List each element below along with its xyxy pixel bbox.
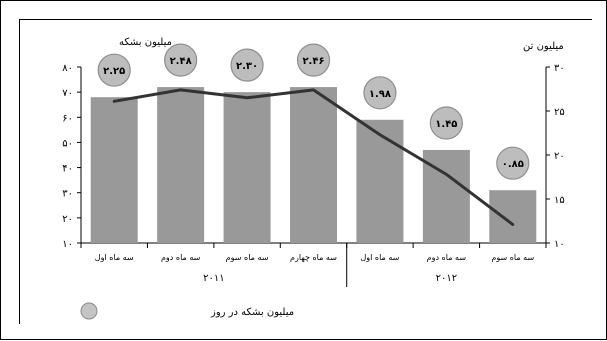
right-tick-label: ۱۵ [554,195,565,206]
left-tick-label: ۸۰ [62,63,73,74]
legend-bubble-icon [80,302,98,320]
value-bubble [230,48,264,82]
legend-label: میلیون بشکه در روز [210,307,294,318]
bar [157,87,205,243]
left-tick-label: ۳۰ [62,189,73,200]
value-bubble-label: ۱.۹۸ [369,89,391,100]
left-tick-label: ۴۰ [62,164,73,175]
value-bubble-label: ۲.۴۸ [170,56,192,67]
bar [223,92,271,244]
value-bubble-label: ۱.۴۵ [435,119,457,130]
right-tick-label: ۳۰ [554,63,565,74]
value-bubble [97,53,131,87]
bar [489,190,537,243]
bar [290,87,337,243]
value-bubble [363,76,397,110]
line-group [112,88,515,227]
legend: میلیون بشکه در روز [80,302,294,320]
left-tick-label: ۲۰ [62,214,73,225]
category-label: سه ماه اول [360,253,399,262]
category-label: سه ماه سوم [491,253,534,262]
value-bubble-label: ۰.۸۵ [502,159,524,170]
value-bubble [429,106,463,140]
chart-panel [19,19,592,324]
category-label: سه ماه دوم [161,253,201,262]
line-series [112,88,515,227]
bubbles-group: ۲.۲۵ ۲.۴۸ ۲.۳۰ ۲.۴۶ ۱.۹۸ ۱.۴۵ ۰.۸۵ [97,43,530,180]
category-label: سه ماه اول [95,253,134,262]
bars-group [90,87,537,244]
value-bubble [296,43,331,77]
category-label: سه ماه چهارم [290,253,337,262]
value-bubble-label: ۲.۲۵ [103,66,125,77]
category-label: سه ماه سوم [226,253,269,262]
year-group-label: ۲۰۱۱ [203,273,224,284]
right-tick-label: ۲۰ [554,151,565,162]
value-bubble-label: ۲.۴۶ [302,56,324,67]
left-axis-title: میلیون بشکه [119,37,172,48]
right-axis-title: میلیون تن [523,41,564,52]
right-tick-label: ۱۰ [554,239,565,250]
left-tick-label: ۵۰ [62,138,73,149]
left-tick-label: ۷۰ [62,88,73,99]
left-tick-label: ۶۰ [62,113,73,124]
bar [90,97,138,244]
left-tick-label: ۱۰ [62,239,73,250]
value-bubble [496,146,530,180]
category-label: سه ماه دوم [427,253,467,262]
value-bubble [164,43,198,77]
bar [356,119,404,243]
right-tick-label: ۲۵ [554,107,565,118]
year-group-label: ۲۰۱۲ [436,273,457,284]
value-bubble-label: ۲.۳۰ [236,61,258,72]
x-labels-group: سه ماه اول سه ماه دوم سه ماه سوم سه ماه چها… [95,243,534,287]
